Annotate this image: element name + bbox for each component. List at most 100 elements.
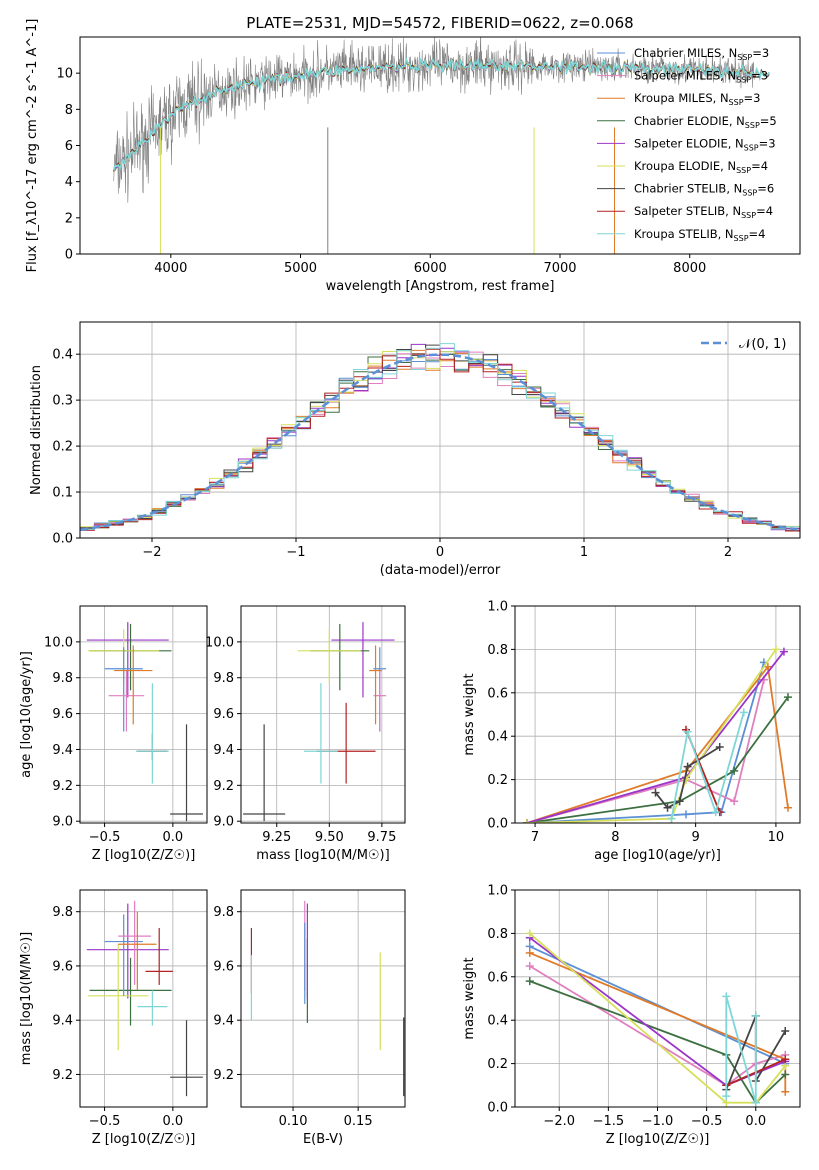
weight-marker-salpeter_miles: [525, 961, 534, 970]
y-tick-label: 9.8: [52, 905, 73, 920]
weight-vs-age-panel: 7 8 9 10 0.0 0.2 0.4 0.6 0.8 1.0 age [log10(age/yr…: [462, 600, 801, 863]
legend-label-kroupa_stelib: Kroupa STELIB, NSSP=4: [634, 227, 765, 243]
weight-marker-kroupa_miles: [525, 948, 534, 957]
weight-marker-kroupa_stelib: [667, 814, 676, 823]
y-axis-label: Normed distribution: [29, 365, 44, 495]
y-tick-label: 0.2: [487, 773, 508, 788]
weight-marker-chabrier_miles: [682, 810, 690, 819]
x-tick-label: 2: [724, 545, 732, 560]
x-tick-label: 0.0: [163, 830, 184, 845]
weight-marker-kroupa_stelib: [683, 727, 692, 736]
y-tick-label: 0.2: [52, 440, 73, 455]
weight-marker-chabrier_stelib: [715, 743, 724, 752]
y-tick-label: 9.6: [213, 707, 234, 722]
weight-marker-kroupa_elodie: [523, 819, 532, 823]
y-tick-label: 0.0: [52, 532, 73, 547]
x-tick-label: −2.0: [543, 1114, 575, 1129]
y-axis-label: mass weight: [462, 673, 477, 755]
y-tick-label: 0.2: [487, 1057, 508, 1072]
y-tick-label: 0.3: [52, 394, 73, 409]
y-tick-label: 9.2: [213, 1068, 234, 1083]
axes-frame: [240, 605, 406, 824]
legend: Chabrier MILES, NSSP=3 Salpeter MILES, NS…: [597, 46, 777, 243]
weight-marker-chabrier_elodie: [525, 977, 534, 986]
weight-marker-chabrier_stelib: [651, 788, 660, 797]
y-tick-label: 1.0: [487, 600, 508, 615]
plot-area: [523, 645, 792, 823]
x-tick-label: 7: [531, 830, 539, 845]
weight-vs-metallicity-panel: −2.0 −1.5 −1.0 −0.5 0.0 0.0 0.2 0.4 0.6 0.8 1.0 Z […: [462, 884, 801, 1147]
observed-spectrum: [113, 37, 755, 203]
axes-frame: [79, 605, 208, 824]
x-tick-label: 8000: [673, 261, 706, 276]
y-tick-label: 9.8: [213, 671, 234, 686]
x-tick-label: 9: [691, 830, 699, 845]
y-tick-label: 0.1: [52, 486, 73, 501]
weight-marker-kroupa_elodie: [525, 929, 534, 938]
weight-marker-kroupa_stelib: [751, 1098, 760, 1107]
x-axis-label: Z [log10(Z/Z☉)]: [606, 1132, 710, 1147]
plot-area: [86, 622, 203, 822]
x-tick-label: 8: [611, 830, 619, 845]
weight-line-salpeter_miles: [526, 679, 765, 823]
weight-marker-chabrier_stelib: [781, 1027, 790, 1036]
weight-marker-chabrier_elodie: [730, 766, 739, 775]
y-tick-label: 9.2: [213, 779, 234, 794]
y-tick-label: 1.0: [487, 884, 508, 899]
x-tick-label: −2: [142, 545, 161, 560]
y-tick-label: 10.0: [205, 635, 234, 650]
weight-marker-kroupa_stelib: [739, 708, 748, 717]
weight-marker-kroupa_miles: [763, 662, 772, 671]
x-axis-label: wavelength [Angstrom, rest frame]: [326, 279, 555, 294]
legend-label-kroupa_elodie: Kroupa ELODIE, NSSP=4: [634, 159, 768, 175]
histogram-kroupa_stelib: [80, 343, 800, 530]
x-tick-label: −0.5: [89, 830, 121, 845]
weight-marker-salpeter_miles: [730, 797, 739, 806]
y-tick-label: 9.4: [52, 1014, 73, 1029]
x-tick-label: −0.5: [89, 1114, 121, 1129]
x-axis-label: age [log10(age/yr)]: [594, 848, 721, 863]
y-tick-label: 6: [65, 139, 73, 154]
weight-line-salpeter_elodie: [526, 651, 785, 823]
weight-line-salpeter_miles: [529, 965, 786, 1087]
x-axis-label: E(B-V): [303, 1132, 343, 1147]
y-tick-label: 9.0: [52, 815, 73, 830]
x-tick-label: 0.0: [163, 1114, 184, 1129]
weight-line-kroupa_stelib: [670, 712, 745, 819]
y-tick-label: 0.8: [487, 643, 508, 658]
x-tick-label: −0.5: [691, 1114, 723, 1129]
weight-line-kroupa_elodie: [526, 648, 777, 823]
x-axis-label: mass [log10(M/M☉)]: [256, 848, 389, 863]
spectrum-panel: 4000 5000 6000 7000 8000 0 2 4 6 8 10 wavelength [A…: [25, 19, 801, 294]
weight-line-kroupa_elodie: [529, 932, 787, 1104]
plot-area: [243, 622, 395, 822]
age-vs-mass-panel: 9.25 9.50 9.75 9.0 9.2 9.4 9.6 9.8 10.0 mass [log…: [205, 605, 406, 863]
x-tick-label: 1: [580, 545, 588, 560]
y-axis-label: Flux [f_λ10^-17 erg cm^-2 s^-1 A^-1]: [25, 19, 40, 273]
y-tick-label: 0.0: [487, 817, 508, 832]
y-tick-label: 0.6: [487, 686, 508, 701]
mass-vs-metallicity-panel: −0.5 0.0 9.2 9.4 9.6 9.8 Z [log10(Z/Z☉)] mass […: [19, 889, 208, 1147]
y-tick-label: 10: [56, 67, 73, 82]
y-tick-label: 0.4: [52, 348, 73, 363]
y-tick-label: 9.8: [213, 905, 234, 920]
x-tick-label: 0.15: [344, 1114, 373, 1129]
y-tick-label: 0.6: [487, 970, 508, 985]
y-tick-label: 9.2: [52, 779, 73, 794]
x-tick-label: 0.0: [745, 1114, 766, 1129]
plot-area: [250, 900, 405, 1097]
x-axis-label: (data-model)/error: [380, 563, 501, 578]
y-tick-label: 9.4: [213, 1014, 234, 1029]
model-spectrum-kroupa_stelib: [112, 56, 770, 171]
x-axis-label: Z [log10(Z/Z☉)]: [92, 1132, 196, 1147]
y-tick-label: 9.6: [52, 959, 73, 974]
plot-area: [525, 929, 790, 1107]
age-vs-metallicity-panel: −0.5 0.0 9.0 9.2 9.4 9.6 9.8 10.0 Z [log10(Z/Z☉)…: [19, 605, 208, 863]
plot-area: [80, 343, 800, 532]
figure-title: PLATE=2531, MJD=54572, FIBERID=0622, z=0…: [246, 14, 633, 32]
legend-label-salpeter_elodie: Salpeter ELODIE, NSSP=3: [634, 136, 776, 152]
x-tick-label: 10: [768, 830, 785, 845]
y-tick-label: 9.8: [52, 671, 73, 686]
y-axis-label: mass [log10(M/M☉)]: [19, 932, 34, 1065]
